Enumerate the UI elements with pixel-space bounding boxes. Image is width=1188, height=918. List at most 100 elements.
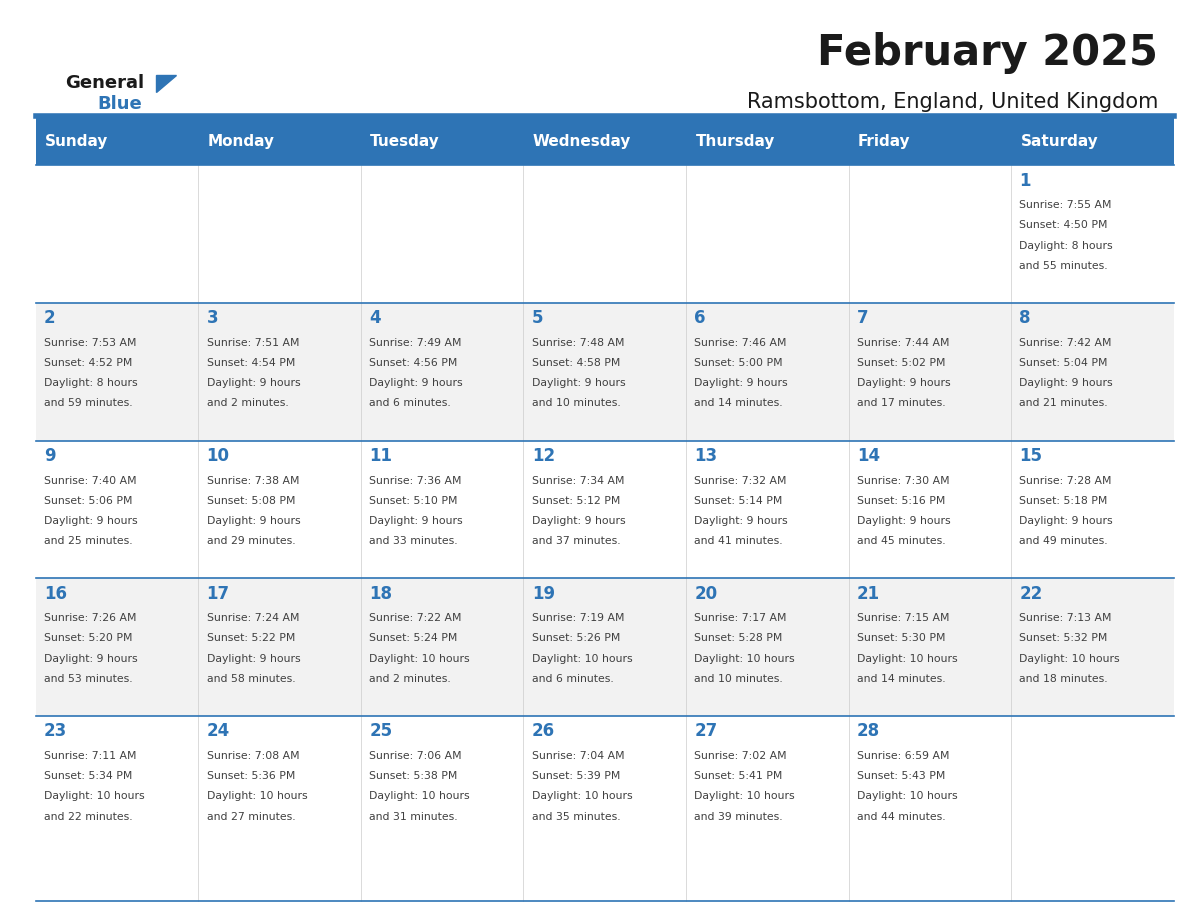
Text: Sunrise: 7:40 AM: Sunrise: 7:40 AM [44,476,137,486]
Text: and 44 minutes.: and 44 minutes. [857,812,946,822]
Text: Sunset: 5:38 PM: Sunset: 5:38 PM [369,771,457,781]
Text: and 31 minutes.: and 31 minutes. [369,812,457,822]
Text: Sunset: 5:41 PM: Sunset: 5:41 PM [694,771,783,781]
Text: Sunset: 4:54 PM: Sunset: 4:54 PM [207,358,295,368]
Text: 11: 11 [369,447,392,465]
Text: Sunrise: 7:06 AM: Sunrise: 7:06 AM [369,751,462,761]
Text: and 35 minutes.: and 35 minutes. [532,812,620,822]
Text: Sunrise: 7:04 AM: Sunrise: 7:04 AM [532,751,625,761]
Text: Sunrise: 7:34 AM: Sunrise: 7:34 AM [532,476,624,486]
Text: Daylight: 9 hours: Daylight: 9 hours [369,516,463,526]
Text: Sunrise: 7:44 AM: Sunrise: 7:44 AM [857,338,949,348]
Text: Sunset: 5:34 PM: Sunset: 5:34 PM [44,771,132,781]
Text: Sunrise: 7:49 AM: Sunrise: 7:49 AM [369,338,462,348]
Text: 9: 9 [44,447,56,465]
Text: Sunday: Sunday [45,134,108,149]
Text: Sunset: 5:22 PM: Sunset: 5:22 PM [207,633,295,644]
Text: Sunrise: 7:17 AM: Sunrise: 7:17 AM [694,613,786,623]
Text: Sunrise: 7:19 AM: Sunrise: 7:19 AM [532,613,624,623]
Text: and 33 minutes.: and 33 minutes. [369,536,457,546]
Text: Daylight: 8 hours: Daylight: 8 hours [1019,241,1113,251]
Text: Sunrise: 7:13 AM: Sunrise: 7:13 AM [1019,613,1112,623]
Text: Daylight: 10 hours: Daylight: 10 hours [857,654,958,664]
Text: Sunset: 5:36 PM: Sunset: 5:36 PM [207,771,295,781]
Text: 24: 24 [207,722,229,741]
Bar [36,118,1174,165]
Text: Sunrise: 7:15 AM: Sunrise: 7:15 AM [857,613,949,623]
Text: Sunrise: 7:42 AM: Sunrise: 7:42 AM [1019,338,1112,348]
Text: Daylight: 9 hours: Daylight: 9 hours [44,516,138,526]
Text: Sunrise: 6:59 AM: Sunrise: 6:59 AM [857,751,949,761]
Text: 27: 27 [694,722,718,741]
Text: 15: 15 [1019,447,1043,465]
Text: and 21 minutes.: and 21 minutes. [1019,398,1108,409]
Text: and 41 minutes.: and 41 minutes. [694,536,783,546]
Text: Sunrise: 7:28 AM: Sunrise: 7:28 AM [1019,476,1112,486]
Text: Daylight: 9 hours: Daylight: 9 hours [44,654,138,664]
Text: 21: 21 [857,585,880,603]
Text: Sunset: 5:39 PM: Sunset: 5:39 PM [532,771,620,781]
Text: Daylight: 9 hours: Daylight: 9 hours [857,378,950,388]
Text: 28: 28 [857,722,880,741]
Text: Sunrise: 7:24 AM: Sunrise: 7:24 AM [207,613,299,623]
Bar [36,441,1174,578]
Text: and 10 minutes.: and 10 minutes. [532,398,620,409]
Text: 1: 1 [1019,172,1031,190]
Text: and 45 minutes.: and 45 minutes. [857,536,946,546]
Text: and 37 minutes.: and 37 minutes. [532,536,620,546]
Text: Daylight: 10 hours: Daylight: 10 hours [1019,654,1120,664]
Text: 23: 23 [44,722,68,741]
Text: Daylight: 10 hours: Daylight: 10 hours [44,791,145,801]
Text: Daylight: 9 hours: Daylight: 9 hours [694,516,788,526]
Text: and 2 minutes.: and 2 minutes. [369,674,451,684]
Text: Sunset: 5:14 PM: Sunset: 5:14 PM [694,496,783,506]
Text: Sunset: 5:06 PM: Sunset: 5:06 PM [44,496,132,506]
Text: Daylight: 9 hours: Daylight: 9 hours [1019,516,1113,526]
Text: and 10 minutes.: and 10 minutes. [694,674,783,684]
Text: Daylight: 10 hours: Daylight: 10 hours [532,791,632,801]
Text: and 14 minutes.: and 14 minutes. [694,398,783,409]
Text: Daylight: 9 hours: Daylight: 9 hours [1019,378,1113,388]
Text: Sunrise: 7:48 AM: Sunrise: 7:48 AM [532,338,624,348]
Text: 10: 10 [207,447,229,465]
Text: Daylight: 9 hours: Daylight: 9 hours [857,516,950,526]
Text: Daylight: 10 hours: Daylight: 10 hours [694,654,795,664]
Text: Monday: Monday [208,134,274,149]
Text: Sunset: 5:10 PM: Sunset: 5:10 PM [369,496,457,506]
Text: and 25 minutes.: and 25 minutes. [44,536,133,546]
Text: Sunset: 5:26 PM: Sunset: 5:26 PM [532,633,620,644]
Text: Daylight: 9 hours: Daylight: 9 hours [532,378,625,388]
Text: Sunrise: 7:22 AM: Sunrise: 7:22 AM [369,613,462,623]
Text: Daylight: 10 hours: Daylight: 10 hours [369,654,469,664]
Text: Daylight: 9 hours: Daylight: 9 hours [207,654,301,664]
Text: Daylight: 9 hours: Daylight: 9 hours [207,378,301,388]
Text: Sunset: 4:56 PM: Sunset: 4:56 PM [369,358,457,368]
Text: Friday: Friday [858,134,911,149]
Text: 16: 16 [44,585,67,603]
Text: and 17 minutes.: and 17 minutes. [857,398,946,409]
Text: and 18 minutes.: and 18 minutes. [1019,674,1108,684]
Text: February 2025: February 2025 [817,32,1158,74]
Polygon shape [156,75,176,92]
Text: and 14 minutes.: and 14 minutes. [857,674,946,684]
Text: Sunrise: 7:30 AM: Sunrise: 7:30 AM [857,476,949,486]
Bar [36,716,1174,854]
Text: Tuesday: Tuesday [371,134,440,149]
Text: and 29 minutes.: and 29 minutes. [207,536,295,546]
Text: Sunset: 5:24 PM: Sunset: 5:24 PM [369,633,457,644]
Text: Sunset: 4:58 PM: Sunset: 4:58 PM [532,358,620,368]
Text: and 39 minutes.: and 39 minutes. [694,812,783,822]
Text: Wednesday: Wednesday [533,134,631,149]
Text: 14: 14 [857,447,880,465]
Text: 25: 25 [369,722,392,741]
Text: Sunrise: 7:55 AM: Sunrise: 7:55 AM [1019,200,1112,210]
Text: 22: 22 [1019,585,1043,603]
Text: Sunset: 5:28 PM: Sunset: 5:28 PM [694,633,783,644]
Bar [36,165,1174,303]
Text: Sunset: 5:12 PM: Sunset: 5:12 PM [532,496,620,506]
Text: Sunset: 4:50 PM: Sunset: 4:50 PM [1019,220,1108,230]
Text: 2: 2 [44,309,56,328]
Bar [36,303,1174,441]
Text: Sunset: 5:08 PM: Sunset: 5:08 PM [207,496,295,506]
Text: Sunrise: 7:02 AM: Sunrise: 7:02 AM [694,751,786,761]
